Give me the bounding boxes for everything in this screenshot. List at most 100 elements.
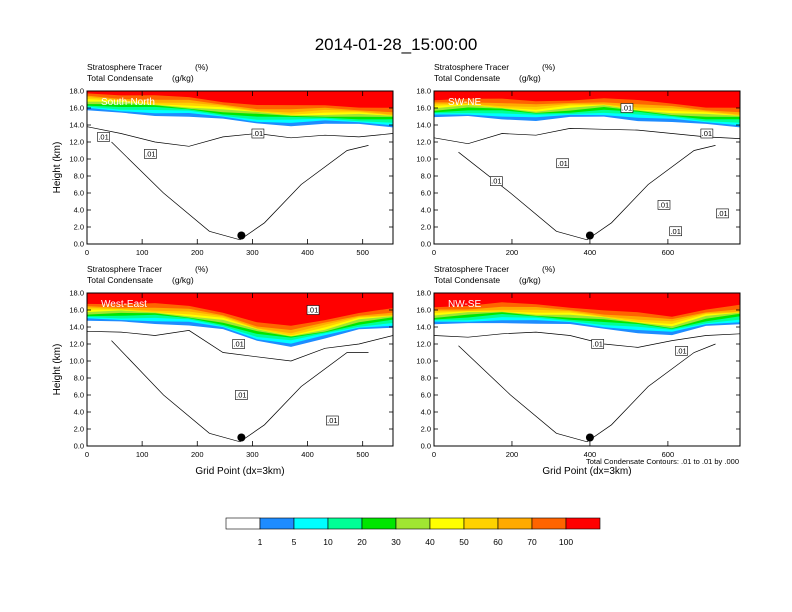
plot-frame (86, 292, 394, 447)
y-tick-label: 0.0 (74, 240, 84, 249)
y-tick-label: 4.0 (421, 408, 431, 417)
contour-label-box (235, 390, 248, 400)
contour-label: .01 (717, 209, 727, 218)
colorbar-swatch (565, 517, 601, 530)
x-tick-label: 200 (506, 450, 519, 459)
y-tick-label: 8.0 (74, 172, 84, 181)
x-tick-label: 0 (85, 248, 89, 257)
x-tick-label: 400 (584, 450, 597, 459)
contour-label: .01 (327, 416, 337, 425)
colorbar-swatch (225, 517, 261, 530)
x-tick-label: 200 (191, 248, 204, 257)
contour-label-box (700, 128, 714, 139)
location-marker (237, 433, 246, 442)
contour-label-box (716, 208, 729, 219)
contour-label-box (669, 226, 682, 237)
x-tick-label: 400 (301, 248, 314, 257)
subtitle-condensate: Total Condensate (87, 73, 153, 83)
tracer-band-10 (87, 91, 393, 108)
contour-label: .01 (593, 340, 603, 349)
contour-label: .01 (676, 346, 686, 355)
y-tick-label: 6.0 (421, 189, 431, 198)
panel-1: .01 .01 .01 South-North Stratosphere Tracer (… (52, 62, 394, 257)
y-tick-label: 4.0 (421, 206, 431, 215)
colorbar-swatch (395, 517, 431, 530)
panel-3: .01 .01 .01 .01 West-East Stratosphere Tracer… (52, 264, 394, 477)
condensate-contour-top (434, 331, 740, 348)
x-tick-label: 400 (301, 450, 314, 459)
x-tick-label: 200 (191, 450, 204, 459)
contour-label-box (251, 128, 265, 139)
subtitle-tracer-unit: (%) (195, 62, 208, 72)
tracer-band-10 (434, 91, 740, 108)
condensate-contour-top (87, 126, 393, 147)
x-tick-label: 400 (584, 248, 597, 257)
y-tick-label: 14.0 (416, 121, 431, 130)
contour-label: .01 (659, 201, 669, 210)
contour-label: .01 (253, 129, 263, 138)
subtitle-condensate-unit: (g/kg) (519, 275, 541, 285)
x-tick-label: 500 (356, 450, 369, 459)
colorbar-label: 10 (323, 537, 333, 547)
y-tick-label: 6.0 (74, 391, 84, 400)
subtitle-tracer-unit: (%) (542, 62, 555, 72)
contour-label: .01 (702, 129, 712, 138)
y-tick-label: 2.0 (74, 425, 84, 434)
plot-area: .01 .01 .01 .01 (87, 293, 393, 446)
subtitle-tracer-unit: (%) (195, 264, 208, 274)
y-tick-label: 12.0 (416, 340, 431, 349)
panel-label: West-East (101, 299, 147, 310)
condensate-contour-top (87, 330, 393, 362)
plot-frame (86, 90, 394, 245)
condensate-contour-cloud (111, 141, 369, 241)
colorbar-swatch (293, 517, 329, 530)
colorbar-label: 100 (559, 537, 573, 547)
y-tick-label: 14.0 (69, 121, 84, 130)
colorbar-label: 60 (493, 537, 503, 547)
y-tick-label: 12.0 (416, 138, 431, 147)
condensate-contour-cloud (111, 340, 369, 443)
panel-2: .01 .01 .01 .01 .01 .01 .01 SW-NE Stratosphere T… (416, 62, 741, 257)
condensate-contour-cloud (458, 343, 716, 443)
colorbar-swatch (259, 517, 295, 530)
colorbar-swatch (429, 517, 465, 530)
plot-frame (433, 90, 741, 245)
subtitle-condensate-unit: (g/kg) (172, 275, 194, 285)
colorbar-label: 40 (425, 537, 435, 547)
plot-area: .01 .01 .01 .01 .01 .01 .01 (434, 91, 740, 244)
x-tick-label: 100 (136, 450, 149, 459)
panel-label: South-North (101, 97, 155, 108)
y-tick-label: 10.0 (69, 155, 84, 164)
x-axis-label: Grid Point (dx=3km) (542, 466, 631, 477)
contour-label-box (144, 149, 157, 159)
contour-label-box (675, 345, 688, 356)
subtitle-condensate-unit: (g/kg) (519, 73, 541, 83)
colorbar-swatch (327, 517, 363, 530)
panels-group: .01 .01 .01 South-North Stratosphere Tracer (… (52, 62, 741, 477)
x-tick-label: 600 (662, 450, 675, 459)
plot-frame (433, 292, 741, 447)
y-axis-label: Height (km) (52, 344, 63, 396)
y-tick-label: 14.0 (69, 323, 84, 332)
x-axis-label: Grid Point (dx=3km) (195, 466, 284, 477)
x-tick-label: 600 (662, 248, 675, 257)
subtitle-condensate: Total Condensate (434, 275, 500, 285)
contour-label-box (620, 103, 634, 113)
subtitle-condensate-unit: (g/kg) (172, 73, 194, 83)
y-tick-label: 10.0 (69, 357, 84, 366)
contour-label-box (326, 415, 339, 426)
y-tick-label: 4.0 (74, 206, 84, 215)
x-tick-label: 300 (246, 248, 259, 257)
plot-area: .01 .01 (434, 293, 740, 446)
colorbar-swatch (361, 517, 397, 530)
subtitle-tracer: Stratosphere Tracer (434, 62, 509, 72)
subtitle-condensate: Total Condensate (434, 73, 500, 83)
y-tick-label: 0.0 (421, 240, 431, 249)
y-tick-label: 6.0 (74, 189, 84, 198)
colorbar: 1 5 10 20 30 40 50 60 70 100 (225, 517, 601, 547)
contour-label-box (591, 339, 605, 349)
contour-label: .01 (670, 227, 680, 236)
contour-footnote: Total Condensate Contours: .01 to .01 by… (586, 457, 739, 466)
tracer-band-10 (87, 293, 393, 326)
y-tick-label: 8.0 (421, 172, 431, 181)
